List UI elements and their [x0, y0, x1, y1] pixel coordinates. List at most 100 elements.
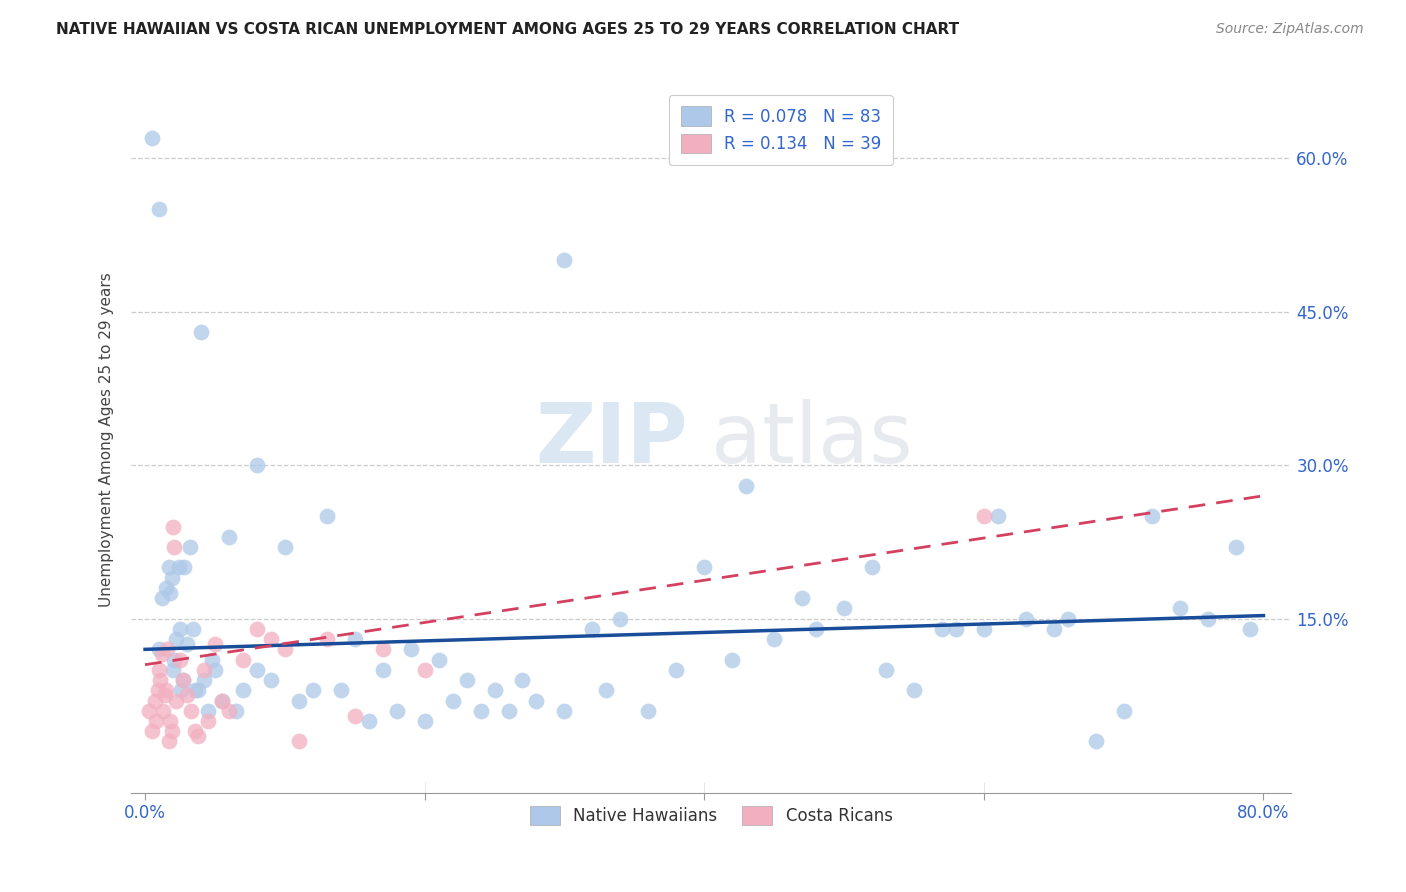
Point [150, 591, 173, 606]
Point [155, 683, 177, 698]
Point [148, 663, 170, 677]
Text: NATIVE HAWAIIAN VS COSTA RICAN UNEMPLOYMENT AMONG AGES 25 TO 29 YEARS CORRELATIO: NATIVE HAWAIIAN VS COSTA RICAN UNEMPLOYM… [56, 22, 959, 37]
Point [1225, 540, 1247, 554]
Point [143, 693, 166, 707]
Point [156, 642, 179, 657]
Point [246, 622, 269, 636]
Point [246, 458, 269, 472]
Point [146, 683, 169, 698]
Point [735, 478, 758, 492]
Point [170, 683, 193, 698]
Point [832, 601, 855, 615]
Point [197, 704, 219, 718]
Point [149, 673, 172, 687]
Point [903, 683, 925, 698]
Point [329, 683, 352, 698]
Point [184, 683, 207, 698]
Point [246, 663, 269, 677]
Point [211, 693, 233, 707]
Point [441, 693, 464, 707]
Point [162, 663, 184, 677]
Point [157, 560, 180, 574]
Point [413, 663, 436, 677]
Point [526, 693, 548, 707]
Point [371, 663, 394, 677]
Point [1168, 601, 1191, 615]
Point [665, 663, 688, 677]
Point [301, 683, 323, 698]
Point [193, 663, 215, 677]
Point [159, 714, 181, 728]
Point [145, 714, 167, 728]
Point [274, 642, 297, 657]
Text: atlas: atlas [711, 399, 912, 480]
Point [141, 724, 163, 739]
Point [875, 663, 897, 677]
Legend: Native Hawaiians, Costa Ricans: Native Hawaiians, Costa Ricans [522, 797, 901, 834]
Point [190, 325, 212, 339]
Point [218, 704, 240, 718]
Point [1056, 612, 1078, 626]
Point [152, 704, 174, 718]
Point [260, 632, 283, 646]
Point [138, 704, 160, 718]
Point [260, 673, 283, 687]
Point [1042, 622, 1064, 636]
Point [973, 509, 995, 524]
Point [931, 622, 953, 636]
Point [160, 724, 183, 739]
Point [595, 683, 617, 698]
Point [169, 652, 191, 666]
Point [470, 704, 492, 718]
Y-axis label: Unemployment Among Ages 25 to 29 years: Unemployment Among Ages 25 to 29 years [100, 272, 114, 607]
Point [172, 673, 194, 687]
Point [288, 734, 311, 748]
Point [179, 540, 201, 554]
Point [184, 724, 207, 739]
Point [148, 202, 170, 217]
Point [1239, 622, 1261, 636]
Point [315, 632, 337, 646]
Point [176, 637, 198, 651]
Text: Source: ZipAtlas.com: Source: ZipAtlas.com [1216, 22, 1364, 37]
Point [165, 693, 187, 707]
Point [211, 693, 233, 707]
Point [1112, 704, 1135, 718]
Point [204, 663, 226, 677]
Point [148, 642, 170, 657]
Point [763, 632, 786, 646]
Point [150, 648, 173, 662]
Point [173, 560, 195, 574]
Point [553, 253, 575, 268]
Point [172, 673, 194, 687]
Point [343, 632, 366, 646]
Point [187, 683, 209, 698]
Point [581, 622, 603, 636]
Point [232, 652, 254, 666]
Point [180, 704, 202, 718]
Point [187, 730, 209, 744]
Point [197, 714, 219, 728]
Point [413, 714, 436, 728]
Point [721, 652, 744, 666]
Point [512, 673, 534, 687]
Point [1084, 734, 1107, 748]
Point [201, 652, 224, 666]
Point [153, 689, 176, 703]
Point [484, 683, 506, 698]
Point [498, 704, 520, 718]
Point [343, 709, 366, 723]
Point [163, 652, 186, 666]
Point [553, 704, 575, 718]
Point [693, 560, 716, 574]
Point [165, 632, 187, 646]
Point [160, 571, 183, 585]
Point [225, 704, 247, 718]
Point [371, 642, 394, 657]
Point [274, 540, 297, 554]
Point [987, 509, 1010, 524]
Point [973, 622, 995, 636]
Point [181, 622, 204, 636]
Point [609, 612, 631, 626]
Point [163, 540, 186, 554]
